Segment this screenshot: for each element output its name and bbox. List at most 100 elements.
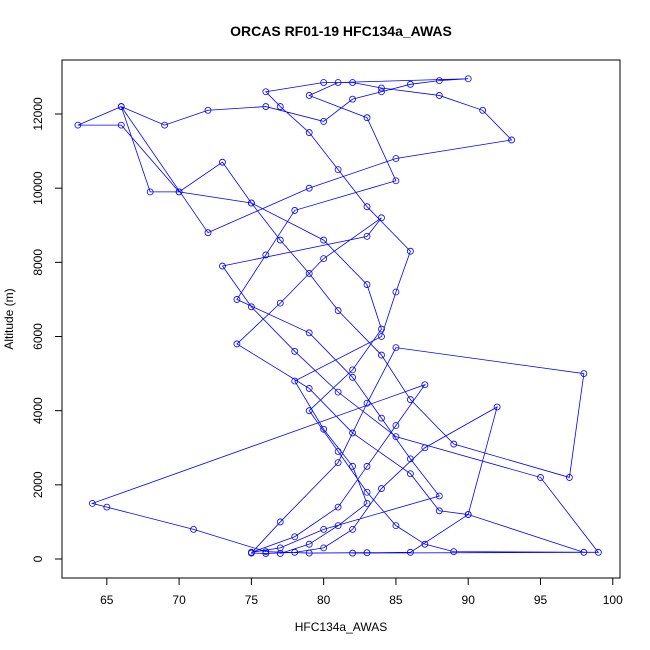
data-point	[378, 333, 385, 340]
data-point	[320, 255, 328, 263]
x-tick-label: 70	[172, 593, 186, 607]
data-point	[392, 177, 400, 185]
data-point	[406, 247, 414, 255]
data-point	[233, 340, 241, 348]
data-point	[363, 203, 371, 211]
data-point	[74, 121, 82, 129]
data-point	[406, 548, 414, 556]
data-point	[305, 329, 313, 337]
y-tick-label: 2000	[31, 471, 45, 498]
chart-title: ORCAS RF01-19 HFC134a_AWAS	[230, 23, 452, 39]
data-point	[378, 88, 385, 96]
data-point	[479, 106, 487, 114]
data-point	[392, 422, 400, 429]
data-point	[508, 136, 515, 144]
data-point	[262, 103, 270, 110]
data-point	[276, 550, 284, 557]
data-point	[363, 549, 371, 557]
data-point	[421, 381, 429, 389]
data-point	[305, 129, 313, 136]
data-point	[421, 444, 429, 452]
data-point	[392, 288, 400, 296]
data-point	[247, 303, 255, 311]
x-tick-label: 65	[100, 593, 114, 607]
data-point	[363, 281, 371, 288]
data-point	[378, 214, 385, 222]
data-line	[77, 78, 600, 554]
data-point	[103, 503, 111, 511]
data-point	[349, 79, 356, 86]
data-point	[334, 459, 342, 466]
data-point	[334, 448, 342, 455]
data-point	[406, 455, 414, 463]
data-point	[262, 251, 270, 259]
data-point	[406, 396, 414, 403]
data-point	[334, 166, 342, 174]
data-point	[320, 525, 328, 533]
x-tick-label: 95	[534, 593, 548, 607]
data-point	[450, 440, 458, 448]
x-tick-label: 80	[317, 593, 331, 607]
data-point	[363, 232, 371, 240]
data-point	[247, 548, 255, 556]
data-point	[334, 307, 342, 314]
data-point	[594, 548, 602, 556]
data-point	[305, 540, 313, 548]
data-point	[291, 377, 299, 385]
data-point	[146, 188, 154, 196]
data-point	[435, 77, 443, 85]
data-point	[392, 522, 400, 530]
data-point	[305, 184, 313, 192]
data-point	[305, 549, 313, 557]
data-point	[421, 540, 429, 548]
data-point	[305, 92, 313, 99]
data-point	[334, 522, 342, 530]
data-point	[305, 407, 313, 415]
data-point	[566, 474, 573, 481]
y-axis-label: Altitude (m)	[2, 288, 16, 349]
data-point	[435, 492, 443, 500]
data-point	[435, 92, 443, 99]
data-point	[276, 518, 284, 526]
data-point	[334, 388, 342, 396]
data-point	[276, 544, 284, 552]
data-point	[190, 525, 197, 533]
x-tick-label: 85	[389, 593, 403, 607]
x-tick-label: 100	[603, 593, 623, 607]
data-point	[349, 549, 356, 557]
data-point	[117, 121, 125, 129]
data-point	[276, 299, 284, 307]
data-point	[580, 548, 588, 556]
data-point	[276, 103, 284, 110]
data-point	[580, 370, 588, 377]
data-point	[392, 155, 400, 162]
data-point	[537, 474, 544, 481]
data-point	[291, 548, 299, 556]
data-point	[204, 106, 212, 114]
data-point	[349, 525, 356, 533]
data-point	[349, 373, 356, 381]
data-point	[262, 88, 270, 96]
data-point	[378, 414, 385, 422]
y-tick-label: 8000	[31, 249, 45, 276]
data-point	[363, 399, 371, 407]
data-point	[276, 236, 284, 244]
data-point	[378, 351, 385, 359]
data-point	[88, 499, 96, 507]
data-point	[363, 114, 371, 122]
data-point	[406, 470, 414, 478]
x-tick-label: 90	[462, 593, 476, 607]
data-point	[493, 403, 501, 411]
data-point	[175, 188, 183, 196]
data-point	[334, 79, 342, 86]
x-axis-label: HFC134a_AWAS	[295, 620, 387, 634]
data-point	[161, 121, 169, 129]
data-point	[363, 499, 371, 507]
data-point	[320, 118, 328, 125]
data-point	[378, 485, 385, 492]
data-point	[349, 366, 356, 374]
data-point	[392, 433, 400, 441]
data-point	[363, 488, 371, 496]
